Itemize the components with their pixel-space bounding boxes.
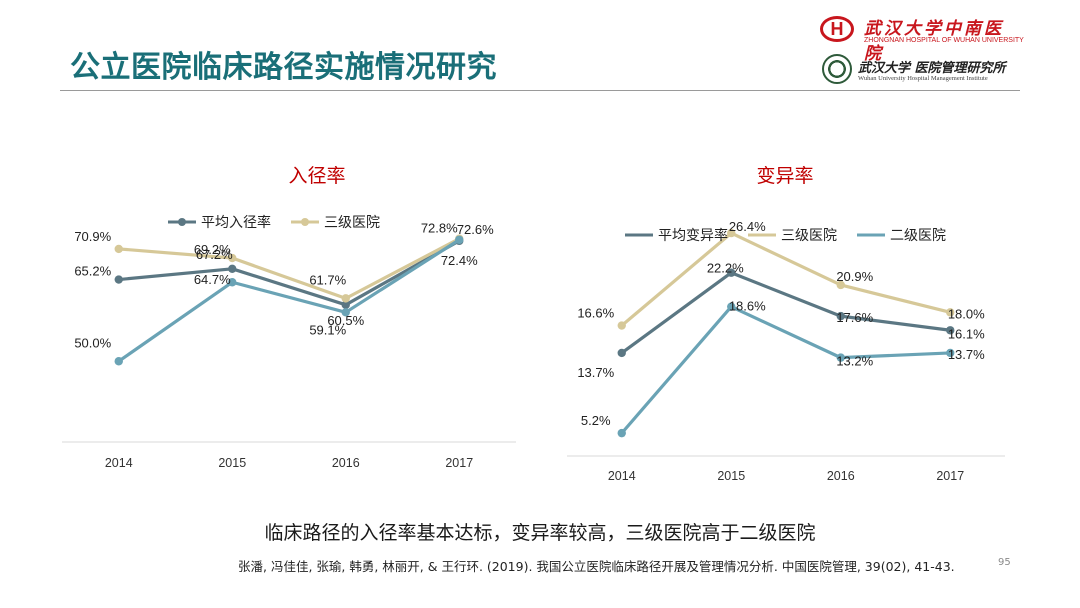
hospital-logo: H 武汉大学中南医院 ZHONGNAN HOSPITAL OF WUHAN UN… xyxy=(820,14,1024,64)
data-point xyxy=(341,294,350,303)
data-point xyxy=(228,253,237,263)
series-line xyxy=(117,238,461,363)
data-label: 16.1% xyxy=(948,326,985,341)
legend-label: 平均入径率 xyxy=(201,214,271,231)
series-line xyxy=(117,239,461,307)
page-number: 95 xyxy=(998,557,1011,568)
data-point xyxy=(114,244,123,254)
data-point xyxy=(341,308,350,317)
data-label: 72.6% xyxy=(457,222,494,237)
data-point xyxy=(946,326,955,335)
data-point xyxy=(836,311,845,321)
data-point xyxy=(836,353,845,362)
institute-name-cn: 武汉大学 医院管理研究所 xyxy=(858,61,1006,76)
series-line xyxy=(620,231,952,328)
entry-rate-chart: 入径率 2014 2015 2016 2017 65.2% 67.2% 60.5% 72.4% 7… xyxy=(62,165,516,470)
university-seal-icon xyxy=(822,54,852,84)
data-label: 18.6% xyxy=(729,299,766,314)
data-label: 18.0% xyxy=(948,306,985,321)
legend-label: 平均变异率 xyxy=(658,227,728,244)
legend-label: 二级医院 xyxy=(890,228,946,244)
data-point xyxy=(727,302,736,311)
data-point xyxy=(455,235,464,244)
data-label: 16.6% xyxy=(577,306,614,321)
data-point xyxy=(727,228,736,238)
data-label: 50.0% xyxy=(74,335,111,350)
data-point xyxy=(727,268,736,277)
data-point xyxy=(114,357,123,366)
x-tick-label: 2014 xyxy=(608,469,636,483)
data-point xyxy=(228,264,237,273)
data-label: 60.5% xyxy=(327,313,364,328)
data-point xyxy=(946,308,955,317)
legend-label: 三级医院 xyxy=(781,228,837,244)
chart-title: 入径率 xyxy=(288,165,345,187)
reference-citation: 张潘, 冯佳佳, 张瑜, 韩勇, 林丽开, & 王行环. (2019). 我国公… xyxy=(238,559,955,574)
hospital-name-en: ZHONGNAN HOSPITAL OF WUHAN UNIVERSITY xyxy=(864,37,1024,44)
x-tick-label: 2014 xyxy=(105,456,133,470)
series-line xyxy=(117,237,461,300)
data-label: 67.2% xyxy=(196,247,233,262)
hospital-mark-icon: H xyxy=(820,16,854,42)
data-label: 59.1% xyxy=(309,322,346,337)
data-label: 20.9% xyxy=(836,269,873,284)
chart-title: 变异率 xyxy=(756,165,813,187)
institute-logo: 武汉大学 医院管理研究所 Wuhan University Hospital M… xyxy=(822,54,1022,88)
data-label: 72.4% xyxy=(441,253,478,268)
series-line xyxy=(620,271,952,355)
conclusion-text: 临床路径的入径率基本达标，变异率较高，三级医院高于二级医院 xyxy=(264,522,816,544)
data-point xyxy=(946,348,955,358)
data-label: 61.7% xyxy=(309,272,346,287)
data-label: 70.9% xyxy=(74,229,111,244)
x-tick-label: 2015 xyxy=(717,469,745,483)
data-point xyxy=(617,321,626,330)
data-point xyxy=(617,428,626,438)
data-label: 17.6% xyxy=(836,310,873,325)
x-tick-label: 2017 xyxy=(445,456,473,470)
x-tick-label: 2015 xyxy=(218,456,246,470)
data-point xyxy=(836,280,845,290)
slide-title: 公立医院临床路径实施情况研究 xyxy=(70,50,497,85)
data-label: 65.2% xyxy=(74,264,111,279)
data-point xyxy=(114,275,123,284)
x-tick-label: 2016 xyxy=(332,456,360,470)
hospital-name-cn: 武汉大学中南医院 xyxy=(864,19,1004,64)
data-label: 22.2% xyxy=(707,261,744,276)
legend-marker xyxy=(301,218,309,226)
data-label: 13.7% xyxy=(577,365,614,380)
data-label: 69.2% xyxy=(194,242,231,257)
institute-name-en: Wuhan University Hospital Management Ins… xyxy=(858,75,988,82)
data-label: 72.8% xyxy=(421,221,458,236)
x-tick-label: 2017 xyxy=(936,469,964,483)
legend-marker xyxy=(178,218,186,226)
variation-rate-chart: 变异率 2014 2015 2016 2017 13.7% 22.2% 17.6% 16.1% 1… xyxy=(567,165,1005,483)
title-divider xyxy=(60,90,1020,91)
series-line xyxy=(620,305,952,435)
data-point xyxy=(228,278,237,287)
data-point xyxy=(617,348,626,358)
data-label: 13.2% xyxy=(836,354,873,369)
data-label: 64.7% xyxy=(194,272,231,287)
data-label: 26.4% xyxy=(729,219,766,234)
data-label: 5.2% xyxy=(581,413,611,428)
legend-label: 三级医院 xyxy=(324,215,380,231)
x-tick-label: 2016 xyxy=(827,469,855,483)
data-point xyxy=(341,300,350,310)
data-label: 13.7% xyxy=(948,347,985,362)
